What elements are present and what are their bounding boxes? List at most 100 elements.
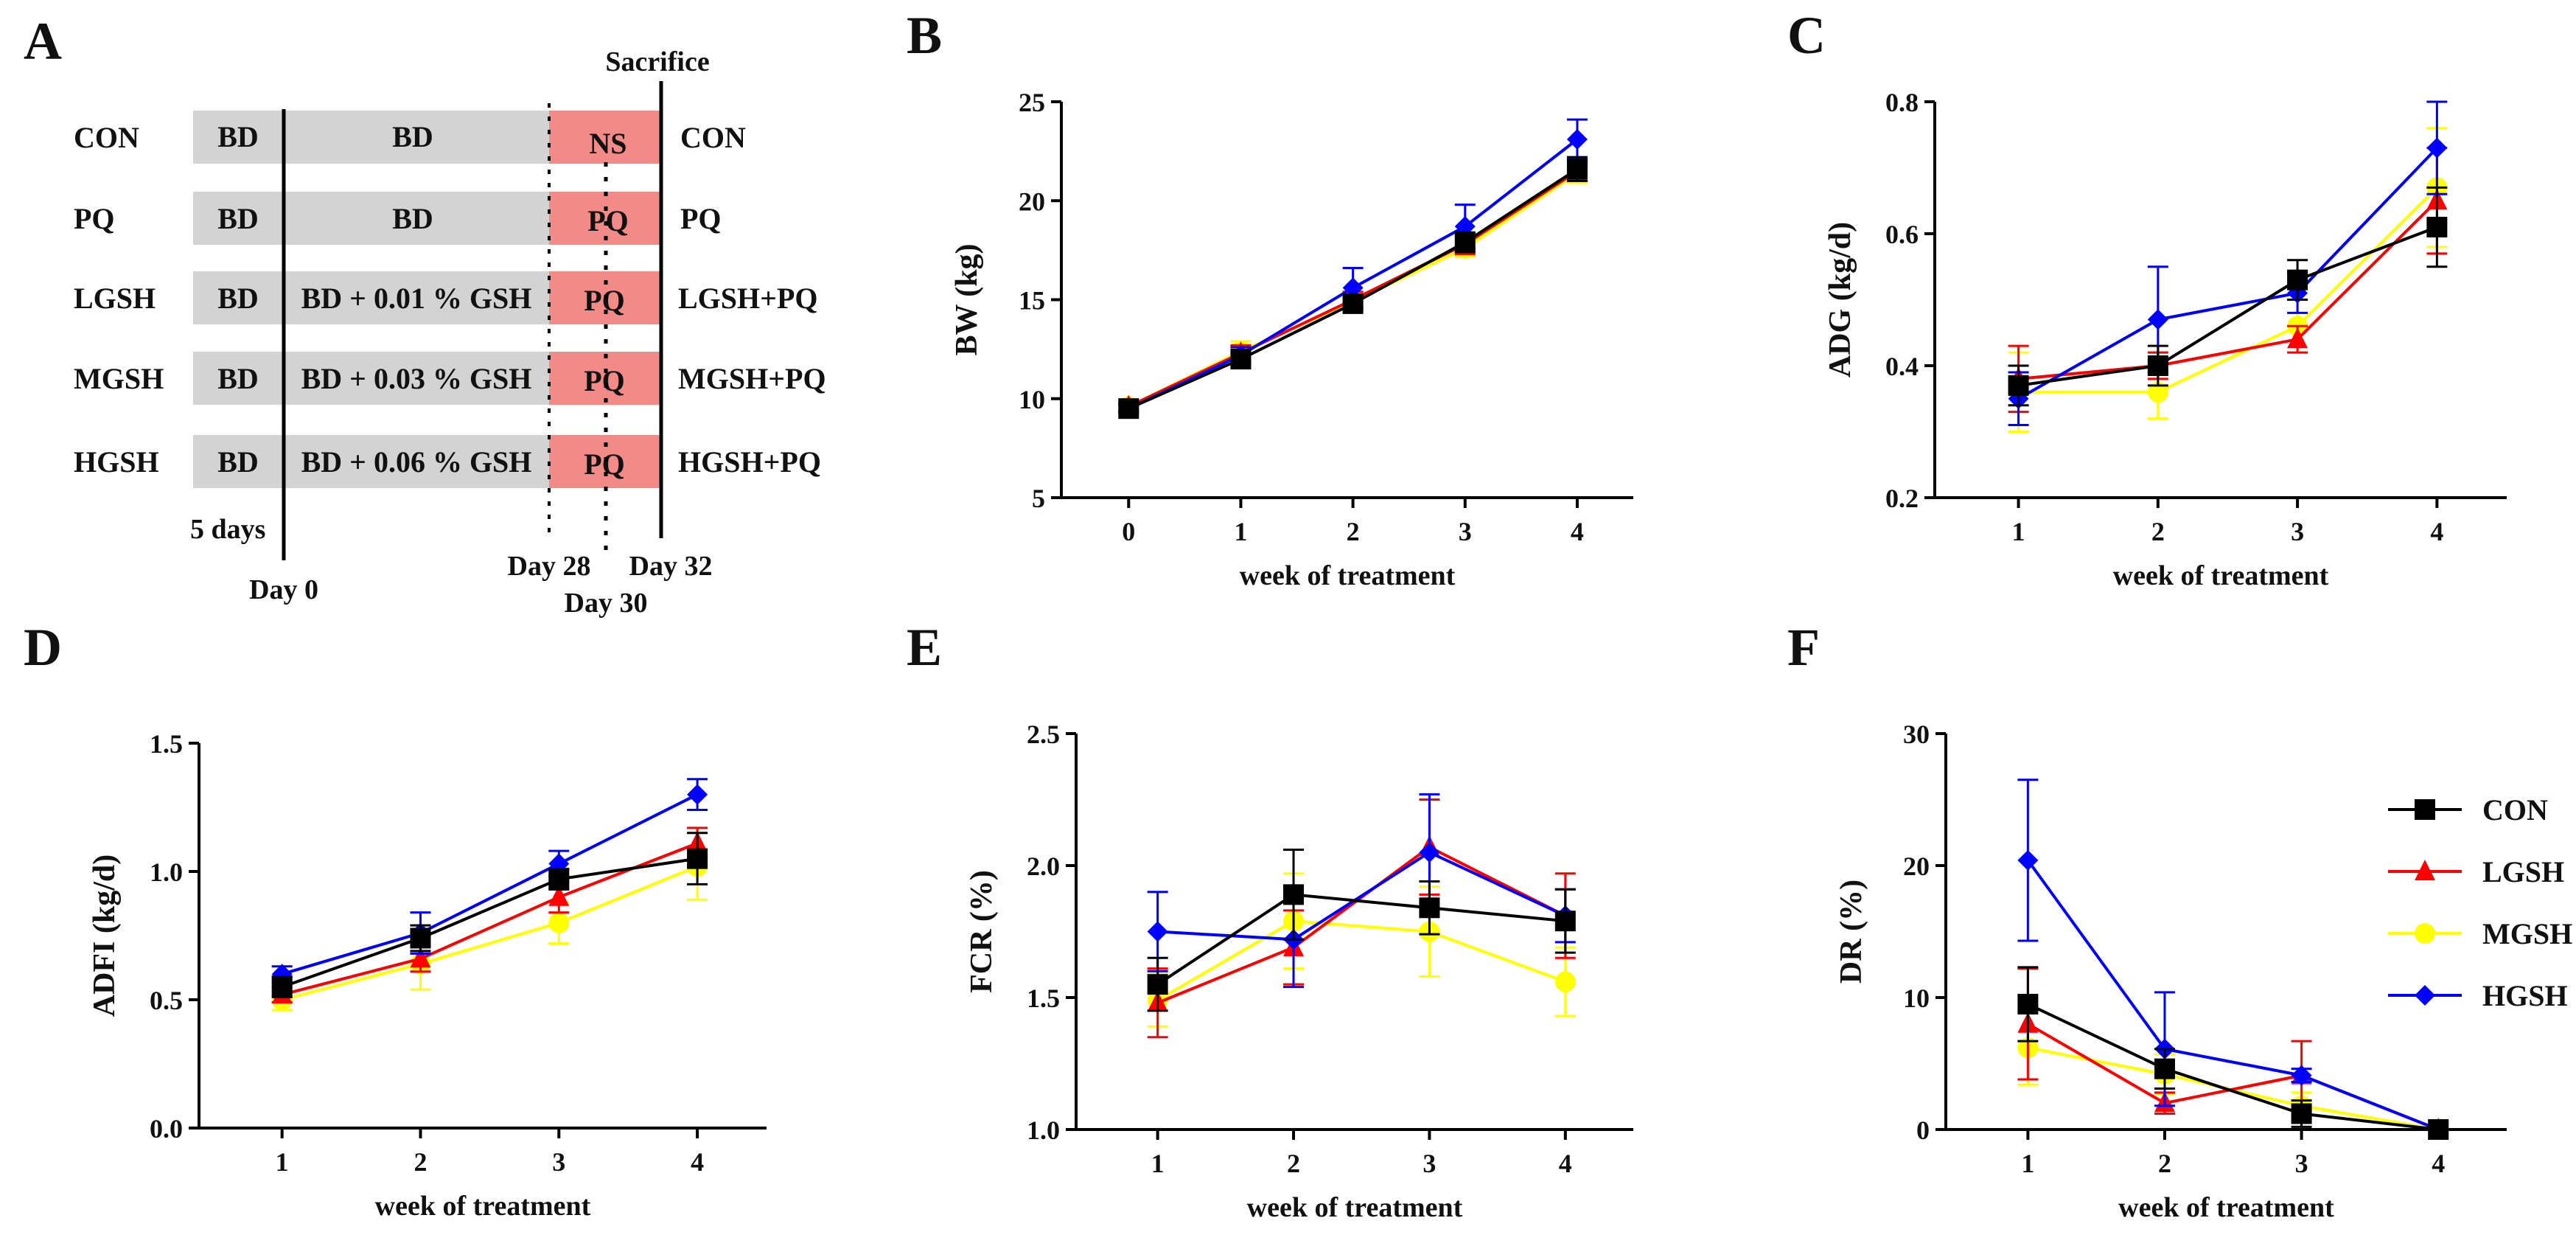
- data-point: [410, 947, 431, 968]
- y-tick-label: 0.5: [150, 986, 183, 1015]
- data-point: [1342, 293, 1364, 314]
- group-row-hgsh: HGSH BD BD + 0.06 % GSH PQ HGSH+PQ: [74, 435, 821, 488]
- end-label: PQ: [680, 202, 722, 235]
- adapt-label: BD: [217, 120, 259, 153]
- adapt-bar: [193, 192, 284, 245]
- series-line: [282, 865, 698, 1001]
- chart-dr: 0 10 20 30 1 2 3 4 week of treatment DR (%): [1835, 720, 2507, 1223]
- series-line: [282, 841, 698, 996]
- data-point: [2147, 381, 2168, 403]
- adapt-bar: [193, 352, 284, 405]
- data-point: [548, 885, 570, 906]
- legend-marker: [2415, 985, 2435, 1006]
- data-point: [1342, 277, 1364, 299]
- data-point: [271, 976, 293, 998]
- legend-label: MGSH: [2482, 917, 2572, 950]
- data-point: [1419, 897, 1440, 919]
- series-con: [2008, 186, 2448, 407]
- challenge-bar: [549, 352, 661, 405]
- challenge-label: PQ: [587, 204, 629, 237]
- treatment-bar: [284, 111, 549, 164]
- data-point: [1283, 884, 1305, 905]
- data-point: [2426, 137, 2448, 159]
- x-tick-label: 2: [2151, 517, 2165, 546]
- treatment-bar: [284, 192, 549, 245]
- data-point: [2154, 1058, 2175, 1079]
- y-tick-label: 0.4: [1885, 352, 1919, 381]
- adapt-bar: [193, 435, 284, 488]
- chart-fcr: 1.0 1.5 2.0 2.5 1 2 3 4 week of treatment FCR (%): [965, 720, 1633, 1223]
- end-label: HGSH+PQ: [678, 445, 821, 478]
- series-line: [2018, 186, 2438, 394]
- x-axis-label: week of treatment: [2118, 1192, 2334, 1223]
- y-axis-label: ADG (kg/d): [1823, 222, 1857, 377]
- series-line: [282, 793, 698, 976]
- y-tick-label: 1.0: [150, 857, 183, 887]
- treatment-bar: [284, 271, 549, 324]
- data-point: [2291, 1103, 2312, 1124]
- x-tick-label: 2: [2158, 1149, 2171, 1178]
- series-con: [271, 832, 708, 999]
- chart-bw: 5 10 15 20 25 0 1 2 3 4 week of treatment BW (kg): [950, 88, 1633, 591]
- data-point: [1554, 971, 1576, 992]
- treatment-bar: [284, 352, 549, 405]
- legend-marker: [2415, 799, 2435, 820]
- x-tick-label: 4: [2430, 517, 2443, 546]
- data-point: [1566, 159, 1588, 180]
- group-row-lgsh: LGSH BD BD + 0.01 % GSH PQ LGSH+PQ: [74, 271, 818, 324]
- legend: CON LGSH MGSH HGSH: [2388, 793, 2572, 1012]
- chart-adg: 0.2 0.4 0.6 0.8 1 2 3 4 week of treatment ADG (kg…: [1823, 88, 2507, 591]
- data-point: [2426, 217, 2448, 238]
- end-label: MGSH+PQ: [678, 362, 826, 395]
- y-axis-label: DR (%): [1835, 880, 1868, 984]
- y-axis-label: ADFI (kg/d): [88, 855, 122, 1017]
- y-tick-label: 1.5: [150, 729, 183, 759]
- series-line: [2026, 859, 2439, 1131]
- series-lgsh: [2008, 147, 2448, 414]
- chart-adfi: 0.0 0.5 1.0 1.5 1 2 3 4 week of treatment ADFI (k…: [88, 729, 767, 1222]
- group-label: PQ: [74, 202, 115, 235]
- series-line: [2018, 199, 2438, 380]
- series-mgsh: [271, 832, 708, 1012]
- series-hgsh: [1118, 118, 1588, 420]
- x-axis-label: week of treatment: [375, 1191, 591, 1222]
- series-lgsh: [1147, 798, 1576, 1039]
- x-tick-label: 4: [2432, 1149, 2445, 1178]
- challenge-bar: [549, 111, 661, 164]
- series-hgsh: [1147, 793, 1576, 989]
- x-tick-label: 3: [2295, 1149, 2308, 1178]
- x-tick-label: 4: [1571, 517, 1584, 546]
- data-point: [2017, 849, 2039, 871]
- x-tick-label: 1: [1234, 517, 1247, 546]
- data-point: [548, 912, 570, 933]
- adapt-label: BD: [217, 445, 259, 478]
- group-row-con: CON BD BD NS CON: [74, 111, 746, 164]
- day0-label: Day 0: [249, 574, 318, 605]
- treatment-label: BD: [392, 202, 433, 235]
- panel-letter-a: A: [24, 12, 62, 71]
- x-axis-label: week of treatment: [1247, 1192, 1463, 1223]
- treatment-label: BD: [392, 120, 433, 153]
- group-label: CON: [74, 121, 139, 154]
- x-tick-label: 0: [1122, 517, 1135, 546]
- adapt-label: BD: [217, 282, 259, 315]
- series-con: [1147, 849, 1576, 1012]
- panel-letter-b: B: [907, 6, 942, 65]
- y-tick-label: 15: [1019, 286, 1045, 316]
- x-tick-label: 3: [1423, 1149, 1436, 1178]
- series-lgsh: [2017, 967, 2449, 1138]
- y-tick-label: 2.0: [1027, 852, 1060, 881]
- panel-letter-d: D: [24, 618, 62, 677]
- series-lgsh: [271, 826, 708, 1004]
- y-tick-label: 25: [1019, 88, 1045, 117]
- y-tick-label: 20: [1903, 852, 1930, 881]
- data-point: [1147, 921, 1168, 942]
- adapt-label: BD: [217, 202, 259, 235]
- x-axis-label: week of treatment: [2113, 560, 2329, 591]
- y-tick-label: 10: [1903, 984, 1930, 1013]
- adapt-bar: [193, 271, 284, 324]
- series-mgsh: [2008, 127, 2448, 433]
- group-label: HGSH: [74, 445, 159, 478]
- data-point: [2147, 355, 2168, 376]
